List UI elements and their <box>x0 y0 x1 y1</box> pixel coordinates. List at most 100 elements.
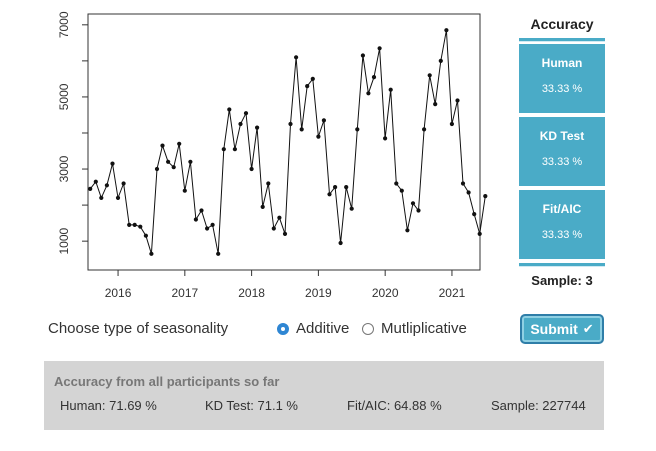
y-tick-label: 7000 <box>57 11 71 38</box>
data-point <box>388 87 393 92</box>
time-series-chart: 1000 3000 5000 7000 2016 2017 2018 2019 2020 202… <box>57 11 488 300</box>
data-point <box>243 111 249 116</box>
summary-fit: Fit/AIC: 64.88 % <box>347 398 442 413</box>
data-point <box>360 53 365 58</box>
y-tick-label: 1000 <box>57 227 71 254</box>
summary-kd: KD Test: 71.1 % <box>205 398 298 413</box>
data-point <box>472 212 477 217</box>
accuracy-kd-box: KD Test 33.33 % <box>519 117 605 186</box>
accuracy-sample: Sample: 3 <box>531 273 593 288</box>
data-point <box>160 143 165 148</box>
accuracy-divider <box>519 38 605 42</box>
data-point <box>344 185 349 190</box>
data-point <box>88 186 93 191</box>
accuracy-title: Accuracy <box>530 16 594 32</box>
submit-label[interactable]: Submit <box>530 321 578 337</box>
x-tick-label: 2019 <box>305 286 332 300</box>
participants-summary: Accuracy from all participants so far Hu… <box>44 361 604 430</box>
data-point <box>260 204 265 209</box>
data-point <box>427 73 432 78</box>
summary-human: Human: 71.69 % <box>60 398 157 413</box>
data-point <box>166 159 171 164</box>
accuracy-divider-bottom <box>519 263 605 267</box>
data-point <box>227 107 232 112</box>
data-point <box>132 222 137 227</box>
summary-title: Accuracy from all participants so far <box>54 374 280 389</box>
radio-multiplicative-label[interactable]: Mutliplicative <box>381 320 467 337</box>
seasonality-label: Choose type of seasonality <box>48 320 229 337</box>
accuracy-human-value: 33.33 % <box>541 83 583 95</box>
accuracy-human-box: Human 33.33 % <box>519 44 605 113</box>
data-point <box>410 201 416 206</box>
x-tick-label: 2021 <box>439 286 466 300</box>
y-tick-label: 3000 <box>57 155 71 182</box>
data-point <box>210 222 215 227</box>
data-point <box>310 76 315 81</box>
data-point <box>188 159 193 164</box>
data-point <box>110 161 115 166</box>
data-point <box>255 125 260 130</box>
check-icon: ✔ <box>582 321 594 336</box>
data-point <box>305 84 310 89</box>
data-point <box>422 127 427 132</box>
data-point <box>316 134 321 139</box>
data-point <box>377 46 382 51</box>
data-point <box>99 195 104 200</box>
radio-additive-circle[interactable] <box>277 322 289 335</box>
data-point <box>477 231 482 236</box>
data-point <box>121 181 126 186</box>
data-point <box>321 118 326 123</box>
data-point <box>444 28 449 33</box>
data-point <box>355 127 360 132</box>
data-point <box>327 192 332 197</box>
data-point <box>333 185 338 190</box>
data-point <box>149 251 154 256</box>
accuracy-kd-value: 33.33 % <box>541 156 583 168</box>
data-point <box>232 147 237 152</box>
data-point <box>455 98 460 103</box>
data-point <box>93 179 98 184</box>
data-point <box>349 206 354 211</box>
data-point <box>416 208 421 213</box>
data-point <box>216 251 221 256</box>
accuracy-human-label: Human <box>541 56 583 70</box>
data-point <box>433 102 438 107</box>
data-point <box>199 208 204 213</box>
data-point <box>277 215 282 220</box>
x-tick-label: 2018 <box>238 286 265 300</box>
data-point <box>266 181 271 186</box>
data-point <box>127 222 132 227</box>
data-point <box>282 231 288 236</box>
data-point <box>294 55 299 60</box>
submit-button[interactable]: Submit ✔ <box>520 314 604 344</box>
data-point <box>338 240 343 246</box>
data-point <box>171 165 176 170</box>
data-point <box>249 166 254 172</box>
data-point <box>438 58 443 64</box>
data-point <box>182 188 187 193</box>
radio-additive-label[interactable]: Additive <box>296 320 350 337</box>
data-point <box>104 183 109 188</box>
radio-additive[interactable]: Additive <box>277 320 349 337</box>
data-point <box>371 75 377 80</box>
data-point <box>449 121 454 127</box>
accuracy-fit-value: 33.33 % <box>541 229 583 241</box>
data-point <box>399 188 404 193</box>
radio-multiplicative[interactable]: Mutliplicative <box>362 320 467 337</box>
data-point <box>483 194 488 199</box>
accuracy-fit-box: Fit/AIC 33.33 % <box>519 190 605 259</box>
data-point <box>205 226 210 231</box>
y-tick-label: 5000 <box>57 83 71 110</box>
data-point <box>271 226 276 231</box>
data-point <box>299 127 304 132</box>
data-point <box>466 190 471 195</box>
data-point <box>193 217 198 222</box>
series-line <box>89 30 486 254</box>
accuracy-fit-label: Fit/AIC <box>542 202 582 216</box>
x-tick-label: 2017 <box>171 286 198 300</box>
data-point <box>115 195 121 200</box>
x-tick-label: 2020 <box>372 286 399 300</box>
data-point <box>238 121 243 127</box>
radio-multiplicative-circle[interactable] <box>362 322 374 335</box>
data-point <box>366 91 371 96</box>
